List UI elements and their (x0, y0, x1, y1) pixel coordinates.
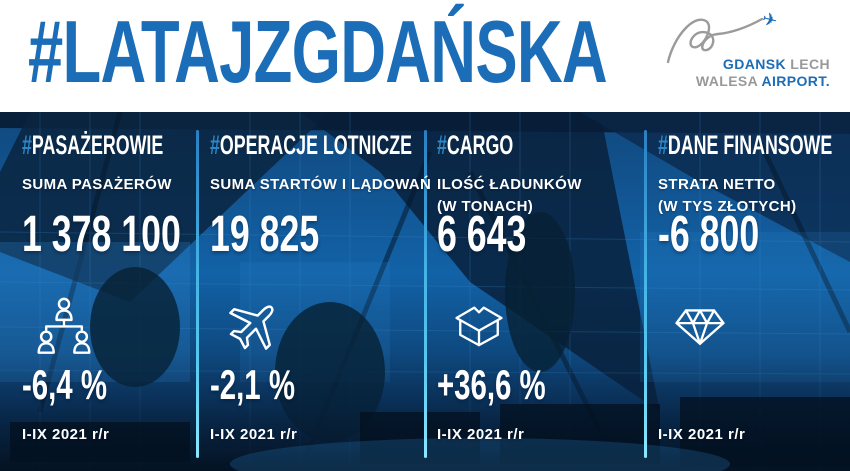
subtitle-line: (W TONACH) (437, 197, 534, 215)
column-title-text: OPERACJE LOTNICZE (219, 130, 413, 160)
column-subtitle: SUMA PASAŻERÓW (22, 174, 172, 196)
logo-signature-icon: ✈ (666, 8, 780, 64)
terminal-photo-background: #PASAŻEROWIE SUMA PASAŻERÓW 1 378 100 (0, 112, 850, 471)
column-subtitle: SUMA STARTÓW I LĄDOWAŃ (210, 174, 431, 196)
subtitle-line: (W TYS ZŁOTYCH) (658, 197, 797, 215)
column-divider (644, 130, 647, 458)
yoy-change: +36,6 % (437, 361, 546, 408)
hash-symbol: # (210, 130, 220, 160)
hash-symbol: # (658, 130, 668, 160)
column-title: #OPERACJE LOTNICZE (210, 132, 516, 159)
stat-column-finance: #DANE FINANSOWE STRATA NETTO (W TYS ZŁOT… (658, 112, 838, 471)
logo-airport: AIRPORT. (761, 73, 830, 90)
stat-value: 6 643 (437, 205, 527, 262)
logo-gdansk: GDANSK (722, 56, 786, 73)
period-label: I-IX 2021 r/r (210, 426, 298, 443)
logo-walesa: WALESA (695, 73, 758, 90)
airport-logo: ✈ GDANSK LECH WALESA AIRPORT. (636, 4, 836, 104)
subtitle-line: SUMA PASAŻERÓW (22, 176, 172, 193)
open-box-icon (449, 295, 509, 355)
hash-symbol: # (22, 130, 32, 160)
stat-value: 19 825 (210, 205, 320, 262)
column-title-text: CARGO (446, 130, 514, 160)
column-subtitle: STRATA NETTO (W TYS ZŁOTYCH) (658, 174, 796, 218)
column-divider (196, 130, 199, 458)
stat-column-passengers: #PASAŻEROWIE SUMA PASAŻERÓW 1 378 100 (22, 112, 194, 471)
yoy-change: -2,1 % (210, 361, 295, 408)
stat-column-operations: #OPERACJE LOTNICZE SUMA STARTÓW I LĄDOWA… (210, 112, 431, 471)
period-label: I-IX 2021 r/r (22, 426, 110, 443)
column-title: #DANE FINANSOWE (658, 132, 850, 159)
people-group-icon (34, 295, 94, 355)
column-divider (424, 130, 427, 458)
hashtag-title: #LATAJZGDAŃSKA (28, 2, 608, 101)
header-band: #LATAJZGDAŃSKA ✈ GDANSK LECH WALESA AIRP… (0, 0, 850, 112)
hash-symbol: # (437, 130, 447, 160)
logo-lech: LECH (790, 56, 830, 73)
period-label: I-IX 2021 r/r (437, 426, 525, 443)
period-label: I-IX 2021 r/r (658, 426, 746, 443)
airplane-icon (222, 295, 282, 355)
diamond-icon (670, 295, 730, 355)
yoy-change: -6,4 % (22, 361, 107, 408)
column-title: #PASAŻEROWIE (22, 132, 236, 159)
terminal-photo-art (0, 112, 850, 471)
column-title-text: PASAŻEROWIE (31, 130, 164, 160)
stat-value: -6 800 (658, 205, 760, 262)
logo-plane-icon: ✈ (760, 8, 780, 32)
stat-column-cargo: #CARGO ILOŚĆ ŁADUNKÓW (W TONACH) 6 643 +… (437, 112, 639, 471)
subtitle-line: ILOŚĆ ŁADUNKÓW (437, 176, 582, 193)
column-subtitle: ILOŚĆ ŁADUNKÓW (W TONACH) (437, 174, 582, 218)
page-title: #LATAJZGDAŃSKA (28, 8, 832, 96)
subtitle-line: STRATA NETTO (658, 176, 776, 193)
logo-line-2: WALESA AIRPORT. (696, 73, 830, 90)
subtitle-line: SUMA STARTÓW I LĄDOWAŃ (210, 176, 432, 193)
stat-value: 1 378 100 (22, 205, 181, 262)
logo-line-1: GDANSK LECH (696, 56, 830, 73)
column-title: #CARGO (437, 132, 553, 159)
column-title-text: DANE FINANSOWE (667, 130, 833, 160)
logo-text: GDANSK LECH WALESA AIRPORT. (696, 56, 830, 90)
